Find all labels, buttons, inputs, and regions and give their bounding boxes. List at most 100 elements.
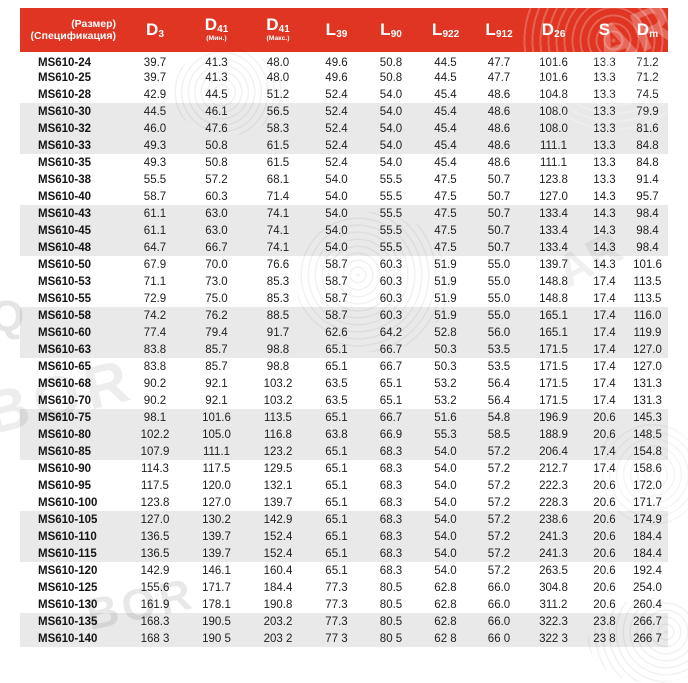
value-cell: 136.5 [140,530,170,543]
col-header-l912: L912 [485,20,513,40]
value-cell: 168 3 [140,632,170,645]
table-row: MS610-58 74.2 76.2 88.5 58.7 60.3 51.9 55.0 165… [20,307,668,324]
value-cell: 49.6 [325,57,348,69]
table-row: MS610-30 44.5 46.1 56.5 52.4 54.0 45.4 48.6 108… [20,103,668,120]
header-size-label: (Размер) [71,18,116,30]
value-cell: 165.1 [539,326,568,339]
value-cell: 58.7 [325,309,348,322]
value-cell: 65.1 [325,462,348,475]
value-cell: 68.3 [379,445,403,458]
value-cell: 133.4 [539,241,568,254]
value-cell: 63.0 [205,207,228,220]
value-cell: 322 3 [539,632,568,645]
value-cell: 55.0 [487,292,511,305]
value-cell: 13.3 [593,88,616,101]
value-cell: 71.2 [636,71,659,84]
value-cell: 54.0 [325,173,348,186]
value-cell: 74.1 [266,241,290,254]
table-row: MS610-80 102.2 105.0 116.8 63.8 66.9 55.3 58.5… [20,426,668,443]
table-row: MS610-40 58.7 60.3 71.4 54.0 55.5 47.5 50.7 127… [20,188,668,205]
model-cell: MS610-135 [38,615,98,628]
value-cell: 55.5 [379,241,403,254]
value-cell: 49.3 [143,139,167,152]
value-cell: 80.5 [379,598,403,611]
value-cell: 133.4 [539,207,568,220]
value-cell: 61.5 [266,156,290,169]
value-cell: 42.9 [143,88,167,101]
value-cell: 148.5 [633,428,662,441]
value-cell: 13.3 [593,57,616,69]
value-cell: 127.0 [539,190,568,203]
value-cell: 54.0 [379,88,403,101]
value-cell: 47.7 [487,57,511,69]
value-cell: 85.3 [266,292,290,305]
value-cell: 51.9 [434,258,457,271]
value-cell: 57.2 [487,445,511,458]
model-cell: MS610-140 [38,632,98,645]
value-cell: 44.5 [205,88,228,101]
value-cell: 50.7 [487,190,511,203]
value-cell: 65.1 [325,496,348,509]
value-cell: 65.1 [379,377,403,390]
value-cell: 68.1 [266,173,290,186]
table-row: MS610-28 42.9 44.5 51.2 52.4 54.0 45.4 48.6 104… [20,86,668,103]
value-cell: 68.3 [379,496,403,509]
spec-table: (Размер) (Спецификация) D3 D41 (Мин.) D41… [20,8,668,647]
value-cell: 50.3 [434,360,457,373]
col-header-model: (Размер) (Спецификация) [20,8,124,52]
value-cell: 70.0 [205,258,228,271]
value-cell: 51.9 [434,275,457,288]
value-cell: 203.2 [263,615,293,628]
value-cell: 54.0 [325,224,348,237]
value-cell: 171.5 [539,394,568,407]
value-cell: 139.7 [263,496,293,509]
value-cell: 50.7 [487,241,511,254]
value-cell: 58.5 [487,428,511,441]
model-cell: MS610-105 [38,513,98,526]
value-cell: 60.3 [379,258,403,271]
value-cell: 47.7 [487,71,511,84]
value-cell: 68.3 [379,547,403,560]
value-cell: 17.4 [593,377,616,390]
value-cell: 52.8 [434,326,457,339]
table-row: MS610-135 168.3 190.5 203.2 77.3 80.5 62.8 66.… [20,613,668,630]
table-row: MS610-120 142.9 146.1 160.4 65.1 68.3 54.0 57.… [20,562,668,579]
model-cell: MS610-68 [38,377,92,390]
value-cell: 20.6 [593,581,616,594]
value-cell: 65.1 [325,360,348,373]
value-cell: 46.0 [143,122,167,135]
value-cell: 50.8 [379,57,403,69]
model-cell: MS610-48 [38,241,92,254]
value-cell: 101.6 [633,258,662,271]
value-cell: 60.3 [379,292,403,305]
value-cell: 51.9 [434,309,457,322]
value-cell: 131.3 [633,394,662,407]
model-cell: MS610-120 [38,564,98,577]
value-cell: 178.1 [202,598,231,611]
model-cell: MS610-50 [38,258,92,271]
col-header-dm: Dm [636,20,659,40]
value-cell: 111.1 [202,445,231,458]
value-cell: 47.5 [434,224,457,237]
model-cell: MS610-58 [38,309,92,322]
value-cell: 148.8 [539,275,568,288]
value-cell: 54.0 [379,105,403,118]
value-cell: 20.6 [593,411,616,424]
value-cell: 52.4 [325,156,348,169]
value-cell: 48.0 [266,71,290,84]
value-cell: 13.3 [593,122,616,135]
value-cell: 55.0 [487,258,511,271]
value-cell: 55.5 [379,224,403,237]
value-cell: 98.8 [266,343,290,356]
value-cell: 65.1 [379,394,403,407]
value-cell: 190.8 [263,598,293,611]
table-row: MS610-55 72.9 75.0 85.3 58.7 60.3 51.9 55.0 148… [20,290,668,307]
value-cell: 51.9 [434,292,457,305]
value-cell: 57.2 [487,564,511,577]
table-row: MS610-50 67.9 70.0 76.6 58.7 60.3 51.9 55.0 139… [20,256,668,273]
value-cell: 322.3 [539,615,568,628]
value-cell: 49.6 [325,71,348,84]
value-cell: 161.9 [140,598,170,611]
value-cell: 62.6 [325,326,348,339]
